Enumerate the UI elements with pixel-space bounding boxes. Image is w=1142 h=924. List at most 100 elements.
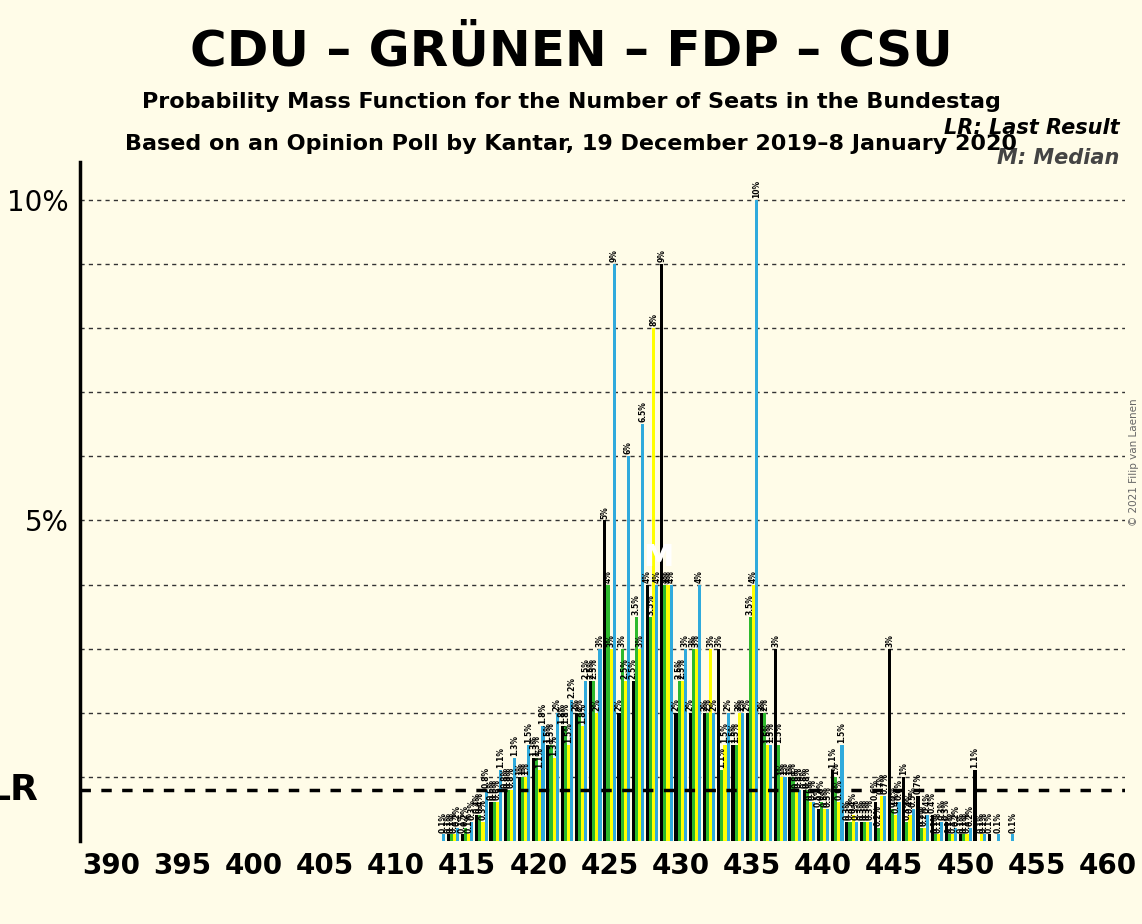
Bar xyxy=(723,745,726,841)
Text: 0.3%: 0.3% xyxy=(866,798,875,820)
Text: 1.5%: 1.5% xyxy=(774,722,783,743)
Bar xyxy=(564,725,566,841)
Bar xyxy=(916,796,919,841)
Bar xyxy=(703,712,706,841)
Bar xyxy=(456,828,459,841)
Text: © 2021 Filip van Laenen: © 2021 Filip van Laenen xyxy=(1129,398,1139,526)
Bar xyxy=(709,649,713,841)
Text: 3%: 3% xyxy=(692,634,701,647)
Bar xyxy=(618,712,620,841)
Text: 0.4%: 0.4% xyxy=(923,792,932,813)
Bar xyxy=(841,745,844,841)
Text: 0.3%: 0.3% xyxy=(860,798,869,820)
Text: 1.3%: 1.3% xyxy=(549,735,558,756)
Bar xyxy=(541,725,545,841)
Bar xyxy=(891,808,894,841)
Text: 1%: 1% xyxy=(521,762,530,775)
Text: 6%: 6% xyxy=(624,442,633,455)
Text: 0.5%: 0.5% xyxy=(814,786,823,807)
Text: 0.2%: 0.2% xyxy=(917,805,926,826)
Text: 2.5%: 2.5% xyxy=(581,658,590,679)
Bar xyxy=(447,834,450,841)
Bar xyxy=(906,821,909,841)
Text: 1%: 1% xyxy=(786,762,795,775)
Bar xyxy=(464,828,467,841)
Text: 2.2%: 2.2% xyxy=(568,677,576,698)
Bar xyxy=(532,758,536,841)
Text: 1.1%: 1.1% xyxy=(536,748,545,769)
Bar xyxy=(646,585,649,841)
Bar xyxy=(689,712,692,841)
Bar xyxy=(926,815,928,841)
Bar xyxy=(823,808,826,841)
Text: 1.8%: 1.8% xyxy=(561,702,570,723)
Bar xyxy=(566,745,570,841)
Bar xyxy=(837,802,841,841)
Text: 0.2%: 0.2% xyxy=(874,805,883,826)
Bar xyxy=(763,712,766,841)
Text: 4%: 4% xyxy=(695,570,705,583)
Text: 1%: 1% xyxy=(831,762,841,775)
Text: 0.6%: 0.6% xyxy=(894,780,903,800)
Bar xyxy=(849,821,852,841)
Text: 1%: 1% xyxy=(778,762,787,775)
Bar xyxy=(635,616,638,841)
Bar xyxy=(698,585,701,841)
Text: 0.3%: 0.3% xyxy=(845,798,854,820)
Bar xyxy=(706,712,709,841)
Text: LR: Last Result: LR: Last Result xyxy=(944,117,1119,138)
Text: 0.5%: 0.5% xyxy=(820,786,829,807)
Text: 0.8%: 0.8% xyxy=(504,767,513,787)
Bar xyxy=(612,264,616,841)
Bar xyxy=(453,834,456,841)
Text: 0.1%: 0.1% xyxy=(465,811,473,833)
Bar xyxy=(589,681,593,841)
Bar xyxy=(880,796,883,841)
Bar xyxy=(809,802,812,841)
Bar xyxy=(656,585,659,841)
Bar xyxy=(669,585,673,841)
Text: 0.2%: 0.2% xyxy=(453,805,463,826)
Text: 0.3%: 0.3% xyxy=(863,798,871,820)
Text: 0.1%: 0.1% xyxy=(963,811,972,833)
Text: 3%: 3% xyxy=(885,634,894,647)
Text: 4%: 4% xyxy=(749,570,758,583)
Bar xyxy=(652,328,656,841)
Text: 3.5%: 3.5% xyxy=(746,594,755,614)
Text: 2%: 2% xyxy=(685,698,694,711)
Text: 1.3%: 1.3% xyxy=(510,735,520,756)
Text: 0.1%: 0.1% xyxy=(447,811,456,833)
Bar xyxy=(467,834,471,841)
Text: 0.8%: 0.8% xyxy=(507,767,516,787)
Bar xyxy=(731,745,734,841)
Bar xyxy=(624,681,627,841)
Bar xyxy=(812,802,815,841)
Text: 1.3%: 1.3% xyxy=(532,735,541,756)
Bar xyxy=(845,821,849,841)
Bar xyxy=(556,712,558,841)
Bar xyxy=(817,808,820,841)
Bar xyxy=(909,815,911,841)
Bar xyxy=(546,745,549,841)
Text: 1%: 1% xyxy=(780,762,789,775)
Text: 0.4%: 0.4% xyxy=(475,792,484,813)
Text: 2%: 2% xyxy=(572,698,581,711)
Bar xyxy=(627,456,630,841)
Bar xyxy=(513,758,516,841)
Text: 1.5%: 1.5% xyxy=(544,722,553,743)
Bar xyxy=(734,745,738,841)
Bar xyxy=(632,681,635,841)
Bar xyxy=(496,802,499,841)
Text: 1.3%: 1.3% xyxy=(529,735,538,756)
Bar xyxy=(862,821,866,841)
Text: 4%: 4% xyxy=(643,570,652,583)
Text: 0.1%: 0.1% xyxy=(959,811,968,833)
Bar xyxy=(536,758,538,841)
Text: 0.4%: 0.4% xyxy=(849,792,858,813)
Bar xyxy=(931,815,934,841)
Text: 2%: 2% xyxy=(671,698,681,711)
Bar xyxy=(581,725,585,841)
Bar xyxy=(517,777,521,841)
Text: 2%: 2% xyxy=(724,698,733,711)
Bar xyxy=(780,777,783,841)
